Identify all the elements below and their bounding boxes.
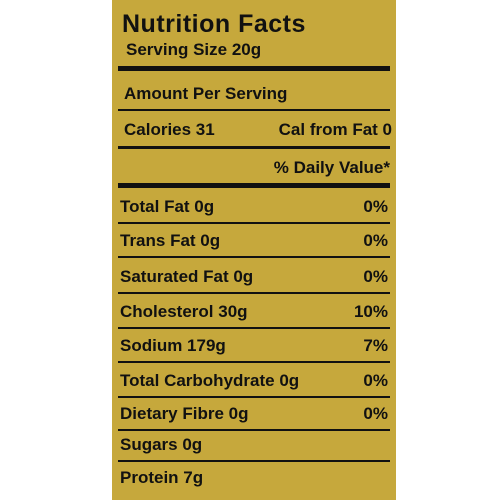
nutrient-name: Sugars 0g: [120, 435, 203, 454]
daily-percent: 10%: [353, 302, 388, 321]
rule: [118, 256, 390, 258]
nutrient-name: Dietary Fibre 0g: [120, 404, 249, 423]
amount-per-serving: Amount Per Serving: [124, 84, 288, 103]
thick-rule: [118, 66, 390, 71]
nutrient-name: Protein 7g: [120, 468, 204, 487]
rule: [118, 222, 390, 224]
nutrient-name: Total Carbohydrate 0g: [120, 371, 300, 390]
daily-percent: 0%: [363, 231, 388, 250]
rule: [118, 429, 390, 431]
daily-percent: 7%: [363, 336, 388, 355]
daily-percent: 0%: [363, 371, 388, 390]
nutrient-name: Sodium 179g: [120, 336, 226, 355]
rule: [118, 292, 390, 294]
daily-percent: 0%: [363, 267, 388, 286]
nutrient-name: Saturated Fat 0g: [120, 267, 254, 286]
daily-percent: 0%: [363, 197, 388, 216]
nutrient-name: Cholesterol 30g: [120, 302, 248, 321]
nutrient-name: Total Fat 0g: [120, 197, 215, 216]
title: Nutrition Facts: [122, 10, 306, 38]
daily-percent: 0%: [363, 404, 388, 423]
rule: [118, 361, 390, 363]
rule: [118, 460, 390, 462]
calories: Calories 31: [124, 120, 215, 139]
daily-value-header: % Daily Value*: [273, 158, 390, 177]
nutrient-name: Trans Fat 0g: [120, 231, 221, 250]
serving-size: Serving Size 20g: [126, 40, 262, 59]
rule: [118, 109, 390, 111]
thick-rule: [118, 183, 390, 188]
rule: [118, 396, 390, 398]
nutrition-label: Nutrition Facts Serving Size 20g Amount …: [112, 0, 396, 500]
cal-from-fat: Cal from Fat 0: [278, 120, 392, 139]
rule: [118, 327, 390, 329]
rule: [118, 146, 390, 149]
